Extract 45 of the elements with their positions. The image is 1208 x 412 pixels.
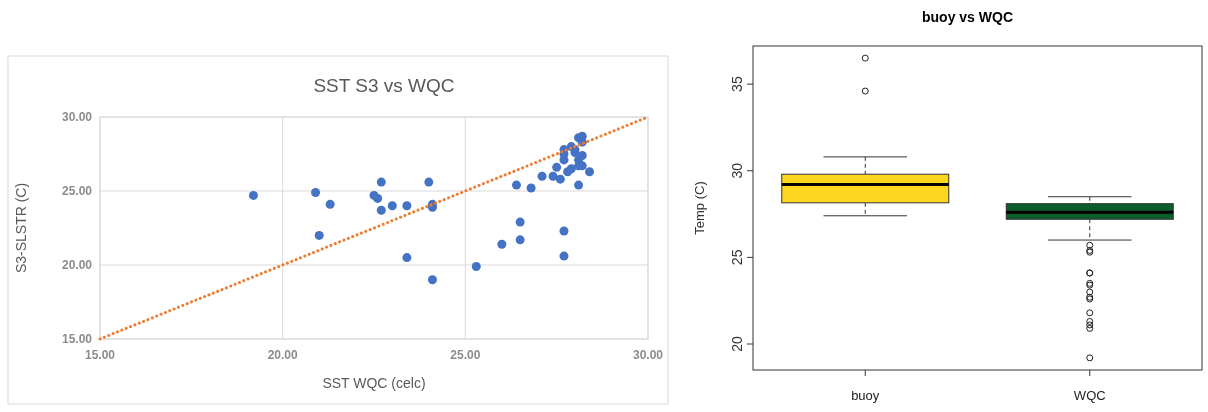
chart-title: SST S3 vs WQC [313,75,455,96]
x-tick-label: WQC [1073,388,1106,403]
point [585,167,595,177]
y-axis-title: S3-SLSTR (C) [13,182,29,274]
point [515,235,525,245]
point [376,177,386,187]
y-axis-title: Temp (C) [692,181,707,235]
y-tick-label: 25 [729,249,745,266]
x-tick-label: 15.00 [84,348,116,362]
point [427,275,437,285]
x-tick-label: 25.00 [450,348,481,362]
point [471,261,481,271]
point [314,230,324,240]
x-tick-label: buoy [851,388,880,403]
point [555,174,565,184]
point [515,217,525,227]
point [511,180,521,190]
point [559,226,569,236]
x-axis-title: SST WQC (celc) [322,375,426,391]
point [402,201,412,211]
point [548,171,558,181]
point [559,251,569,261]
point [311,187,321,197]
point [552,162,562,172]
y-tick-label: 20 [729,336,745,352]
point [376,205,386,215]
y-tick-label: 30.00 [61,110,93,124]
point [248,190,258,200]
point [526,183,536,193]
point [537,171,547,181]
y-tick-label: 20.00 [61,258,93,272]
x-tick-label: 20.00 [267,348,299,362]
x-tick-label: 30.00 [632,348,664,362]
y-tick-label: 30 [729,162,745,179]
point [424,177,434,187]
y-tick-label: 35 [729,76,745,92]
y-tick-label: 25.00 [61,184,93,198]
chart-title: buoy vs WQC [921,9,1014,25]
point [402,253,412,263]
y-tick-label: 15.00 [61,332,93,346]
point [373,193,383,203]
point [497,239,507,249]
point [325,199,335,209]
point [387,201,397,211]
point [574,180,584,190]
